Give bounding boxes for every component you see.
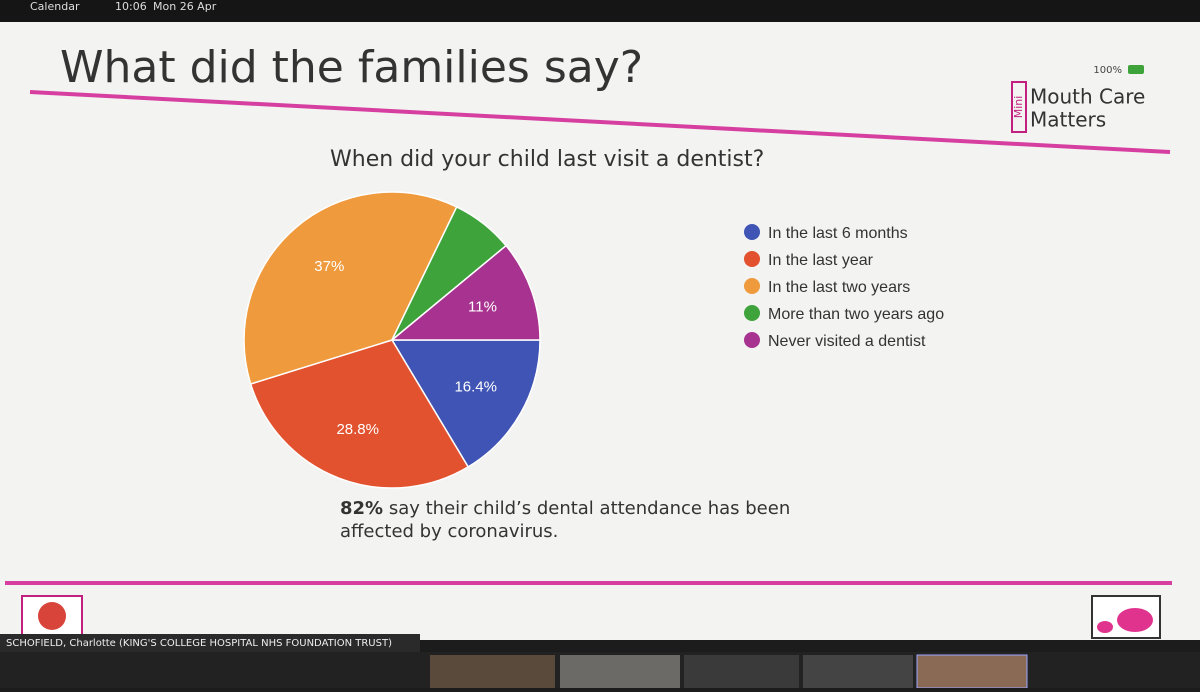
legend-swatch xyxy=(744,224,760,240)
speaker-tag xyxy=(0,634,420,652)
video-tile xyxy=(560,655,680,688)
footer-logo-icon xyxy=(38,602,66,630)
video-tile xyxy=(916,654,1028,689)
slide-title: What did the families say? xyxy=(60,42,643,93)
slice-label: 11% xyxy=(468,298,497,315)
chart-title: When did your child last visit a dentist… xyxy=(330,147,764,172)
logo-mini: Mini xyxy=(1012,96,1025,119)
legend-label: In the last 6 months xyxy=(768,225,908,242)
logo-line: Mouth Care xyxy=(1030,85,1145,109)
legend-label: In the last year xyxy=(768,252,874,269)
pie-slice xyxy=(249,339,470,489)
legend-label: Never visited a dentist xyxy=(768,333,926,350)
pie-slice xyxy=(390,339,541,468)
slice-label: 28.8% xyxy=(336,421,379,438)
status-bar xyxy=(0,0,1200,22)
elephant-icon xyxy=(1097,621,1113,633)
elephant-icon xyxy=(1117,608,1153,632)
legend-swatch xyxy=(744,305,760,321)
pie-slice xyxy=(243,191,458,385)
speaker-name: SCHOFIELD, Charlotte (KING'S COLLEGE HOS… xyxy=(6,638,392,649)
status-time: 10:06 xyxy=(115,0,147,13)
slide xyxy=(0,22,1200,640)
pie-chart: 16.4% 28.8% 37% 11% In the last 6 months In t… xyxy=(243,191,944,489)
note-bold: 82% xyxy=(340,498,383,519)
battery: 100% xyxy=(1093,65,1122,76)
logo-line: Matters xyxy=(1030,108,1106,132)
legend-swatch xyxy=(744,332,760,348)
video-tile xyxy=(684,655,799,688)
legend-label: In the last two years xyxy=(768,279,910,296)
video-tile xyxy=(430,655,555,688)
battery-icon xyxy=(1128,65,1144,74)
status-date: Mon 26 Apr xyxy=(153,0,217,13)
status-app: Calendar xyxy=(30,0,80,13)
note-line: affected by coronavirus. xyxy=(340,521,558,542)
legend-swatch xyxy=(744,251,760,267)
logo-bracket xyxy=(1011,81,1027,133)
note-line: 82% say their child’s dental attendance … xyxy=(340,498,790,519)
legend-swatch xyxy=(744,278,760,294)
legend-label: More than two years ago xyxy=(768,306,944,323)
pie-slice xyxy=(389,244,541,341)
note-text: say their child’s dental attendance has … xyxy=(383,498,790,519)
slice-label: 37% xyxy=(314,258,344,275)
divider xyxy=(29,90,1171,154)
slice-label: 16.4% xyxy=(454,378,497,395)
video-tile xyxy=(803,655,913,688)
